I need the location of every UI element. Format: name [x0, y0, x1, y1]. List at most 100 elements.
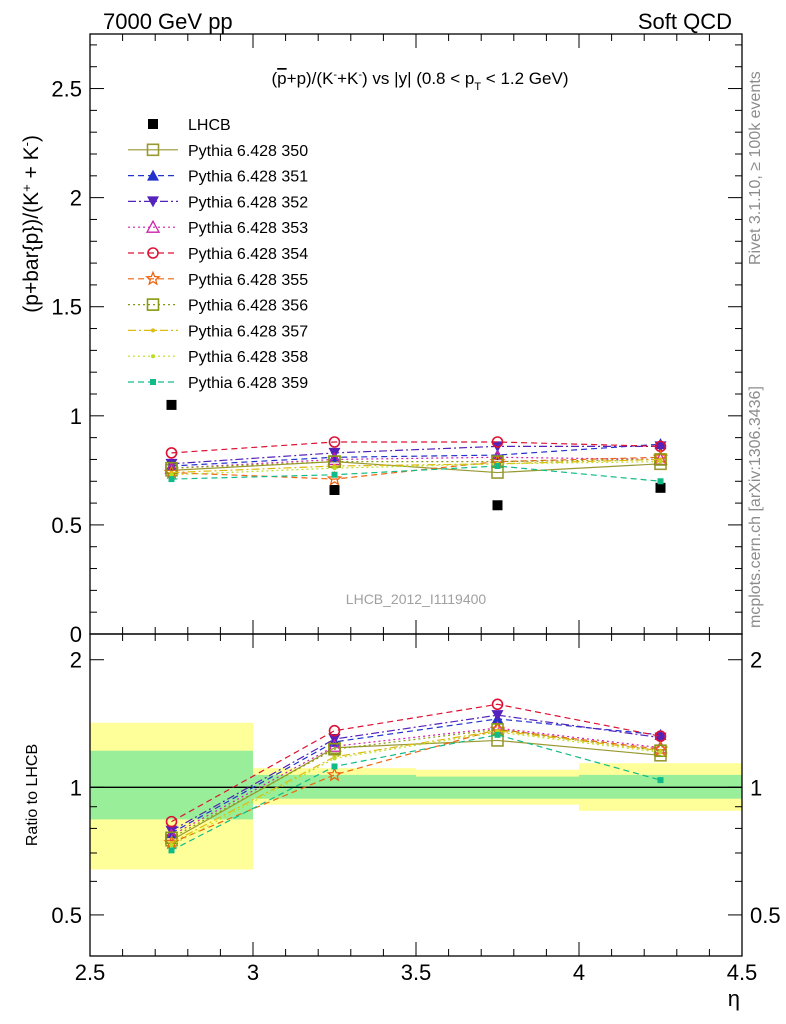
series-line-10	[171, 465, 661, 482]
legend-marker-4	[145, 219, 161, 233]
series-line-1	[171, 461, 661, 474]
ratio-point-3-0	[165, 825, 178, 837]
ratio-point-5-1	[328, 724, 341, 737]
main-ytick-label: 0	[70, 622, 82, 647]
header-category: Soft QCD	[638, 9, 732, 34]
data-point-9-1	[332, 466, 337, 471]
ratio-point-10-2	[494, 731, 501, 738]
ratio-point-9-1	[332, 756, 337, 761]
data-point-10-1	[331, 471, 338, 478]
legend-marker-1	[146, 143, 160, 157]
data-point-0-2	[492, 500, 503, 511]
ratio-point-3-2	[491, 710, 504, 722]
data-point-3-3	[654, 441, 667, 453]
ratio-xtick-label: 3	[247, 960, 259, 985]
ratio-point-10-1	[331, 763, 338, 770]
main-ytick-label: 1	[70, 404, 82, 429]
ratio-series-line-7	[171, 728, 661, 839]
ratio-point-7-1	[328, 742, 341, 756]
legend-marker-2	[147, 169, 159, 181]
ratio-ytick-label-left: 0.5	[51, 903, 82, 928]
ratio-xtick-label: 3.5	[401, 960, 432, 985]
ratio-ytick-label-right: 1	[750, 775, 762, 800]
legend-marker-3	[147, 196, 159, 208]
ratio-band-inner-0	[90, 750, 253, 820]
ratio-y-axis-label: Ratio to LHCB	[24, 744, 41, 846]
legend: LHCB Pythia 6.428 350 Pythia 6.428 351 Pyth…	[128, 117, 308, 392]
legend-label-3: Pythia 6.428 352	[188, 194, 308, 211]
data-point-6-1	[326, 470, 343, 486]
legend-label-9: Pythia 6.428 358	[188, 349, 308, 366]
data-point-0-0	[166, 399, 177, 410]
ratio-series-line-8	[171, 730, 661, 844]
ratio-series-line-6	[171, 728, 661, 844]
ratio-plot	[90, 698, 742, 870]
data-point-0-3	[655, 482, 666, 493]
ratio-series-line-3	[171, 714, 661, 832]
ratio-point-9-0	[169, 843, 174, 848]
main-ytick-label: 2	[70, 186, 82, 211]
ratio-point-5-2	[491, 698, 504, 711]
ratio-point-4-0	[164, 828, 179, 842]
ratio-point-6-1	[326, 766, 343, 782]
data-point-10-2	[494, 463, 501, 469]
ratio-point-9-3	[658, 750, 663, 755]
data-point-0-1	[329, 485, 340, 495]
main-ytick-label: 1.5	[51, 295, 82, 320]
legend-label-4: Pythia 6.428 353	[188, 220, 308, 237]
side-label-rivet: Rivet 3.1.10, ≥ 100k events	[747, 71, 764, 265]
legend-label-2: Pythia 6.428 351	[188, 169, 308, 186]
analysis-watermark: LHCB_2012_I1119400	[346, 591, 487, 607]
legend-marker-7	[146, 298, 160, 311]
series-line-5	[171, 441, 661, 454]
header-energy: 7000 GeV pp	[103, 9, 233, 34]
ratio-point-10-3	[657, 777, 664, 784]
data-point-5-2	[491, 436, 504, 448]
main-plot-title: (p+p)/(K-+K-) vs |y| (0.8 < pT < 1.2 GeV…	[272, 69, 569, 93]
legend-label-7: Pythia 6.428 356	[188, 298, 308, 315]
ratio-series-line-9	[171, 731, 661, 846]
ratio-point-4-1	[327, 738, 342, 752]
legend-marker-5	[147, 247, 159, 259]
ratio-ytick-label-right: 0.5	[750, 903, 781, 928]
data-point-9-0	[169, 472, 174, 477]
x-axis-label: η	[728, 986, 740, 1011]
legend-marker-6	[145, 270, 161, 286]
data-point-9-3	[658, 459, 663, 464]
legend-label-6: Pythia 6.428 355	[188, 272, 308, 289]
legend-label-10: Pythia 6.428 359	[188, 375, 308, 392]
series-line-2	[171, 443, 661, 467]
axes-frames: 0 0.5 1 1.5 2 2.5 2.5 3 3.5 4 4.5 0.5 0.5 1 1 2 2	[51, 33, 781, 985]
ratio-series-line-4	[171, 727, 661, 836]
data-point-10-3	[657, 478, 664, 485]
series-line-4	[171, 456, 661, 469]
legend-label-8: Pythia 6.428 357	[188, 323, 308, 340]
main-y-axis-label: (p+bar{p})/(K+ + K-)	[19, 135, 44, 313]
ratio-ytick-label-left: 2	[70, 648, 82, 673]
main-plot	[163, 399, 669, 511]
series-line-3	[171, 445, 661, 465]
ratio-point-10-0	[168, 847, 175, 854]
legend-marker-9	[151, 354, 155, 359]
data-point-5-1	[328, 436, 341, 448]
ratio-series-line-5	[171, 703, 661, 823]
ratio-point-5-0	[165, 815, 178, 828]
legend-marker-0	[148, 119, 158, 129]
legend-marker-8	[151, 328, 155, 333]
series-line-8	[171, 458, 661, 474]
legend-label-1: Pythia 6.428 350	[188, 143, 308, 160]
ratio-xtick-label: 4.5	[727, 960, 758, 985]
ratio-point-7-3	[654, 744, 667, 758]
main-ytick-label: 0.5	[51, 513, 82, 538]
data-point-10-0	[168, 476, 175, 483]
data-point-5-0	[165, 447, 178, 459]
ratio-ytick-label-right: 2	[750, 648, 762, 673]
ratio-xtick-label: 2.5	[75, 960, 106, 985]
main-ytick-label: 2.5	[51, 77, 82, 102]
ratio-series-line-10	[171, 734, 661, 851]
ratio-series-line-1	[171, 739, 661, 841]
ratio-ytick-label-left: 1	[70, 775, 82, 800]
legend-marker-10	[150, 379, 156, 385]
series-line-9	[171, 461, 661, 476]
